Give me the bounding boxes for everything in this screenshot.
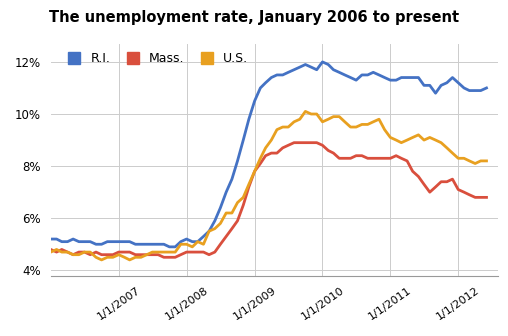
Text: The unemployment rate, January 2006 to present: The unemployment rate, January 2006 to p… [49, 10, 459, 25]
Legend: R.I., Mass., U.S.: R.I., Mass., U.S. [61, 52, 248, 65]
